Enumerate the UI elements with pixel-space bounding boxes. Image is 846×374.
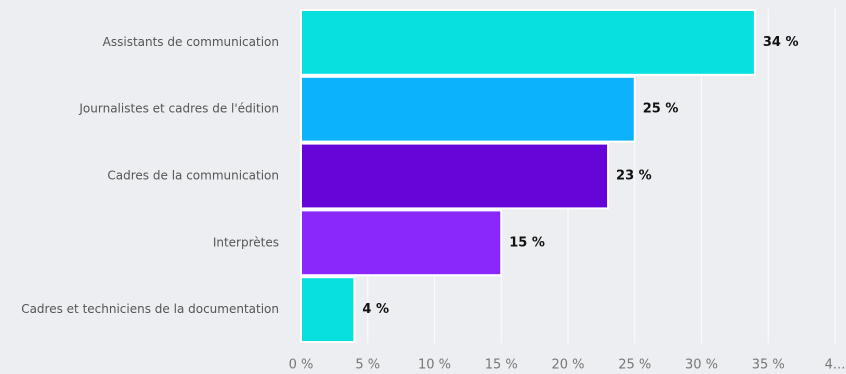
- x-tick-label: 25 %: [618, 358, 651, 373]
- bar: [300, 75, 636, 143]
- y-tick-label: Cadres de la communication: [107, 169, 279, 183]
- bar: [300, 209, 503, 277]
- y-tick-label: Assistants de communication: [103, 35, 279, 49]
- x-tick-label: 4...: [825, 358, 846, 373]
- x-tick-label: 10 %: [418, 358, 451, 373]
- x-tick-label: 5 %: [355, 358, 380, 373]
- value-label: 4 %: [362, 302, 389, 317]
- x-tick-label: 20 %: [551, 358, 584, 373]
- x-tick-label: 0 %: [289, 358, 314, 373]
- value-label: 15 %: [509, 235, 545, 250]
- y-tick-label: Journalistes et cadres de l'édition: [78, 102, 279, 116]
- x-tick-label: 35 %: [752, 358, 785, 373]
- x-tick-label: 30 %: [685, 358, 718, 373]
- y-tick-label: Cadres et techniciens de la documentatio…: [21, 302, 279, 316]
- bar: [300, 142, 610, 210]
- y-tick-label: Interprètes: [213, 235, 279, 249]
- bar: [300, 9, 756, 76]
- value-label: 25 %: [643, 102, 679, 117]
- x-tick-label: 15 %: [485, 358, 518, 373]
- value-label: 23 %: [616, 169, 652, 184]
- bar: [300, 276, 356, 344]
- value-label: 34 %: [763, 35, 799, 50]
